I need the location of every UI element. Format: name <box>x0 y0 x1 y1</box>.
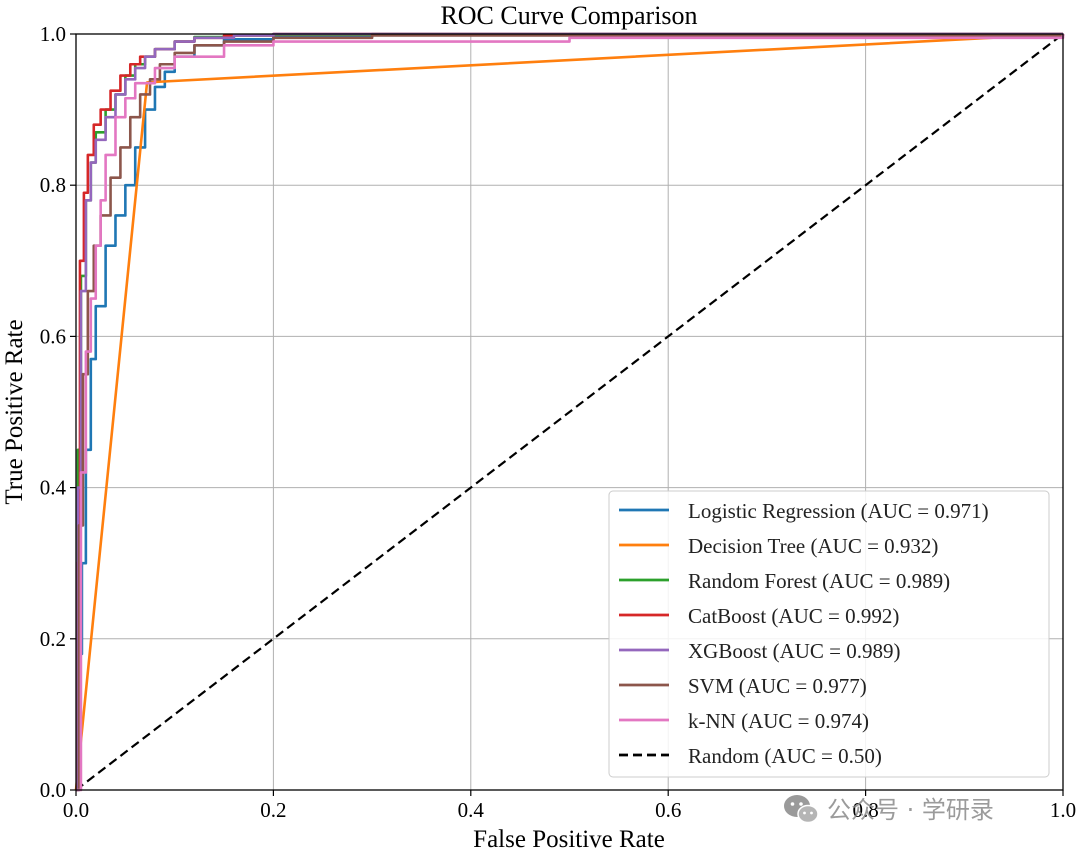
y-tick-label: 0.2 <box>40 627 66 651</box>
x-tick-label: 1.0 <box>1050 798 1076 822</box>
wechat-icon <box>784 795 819 824</box>
y-tick-label: 1.0 <box>40 22 66 46</box>
legend-entries: Logistic Regression (AUC = 0.971) Decisio… <box>619 499 989 768</box>
legend-label-7: Random (AUC = 0.50) <box>688 744 882 768</box>
series-line-4 <box>76 32 1063 792</box>
plot-frame <box>75 33 1064 791</box>
y-tick-label: 0.0 <box>40 778 66 802</box>
legend: Logistic Regression (AUC = 0.971) Decisio… <box>608 490 1050 778</box>
legend-label-4: XGBoost (AUC = 0.989) <box>688 639 901 663</box>
y-axis-label: True Positive Rate <box>1 319 28 504</box>
watermark-text: 公众号 · 学研录 <box>827 796 994 824</box>
series-line-7 <box>75 33 1064 791</box>
y-axis-ticks: 0.0 0.2 0.4 0.6 0.8 1.0 <box>40 22 76 802</box>
legend-box <box>608 490 1050 778</box>
x-axis-label: False Positive Rate <box>473 826 665 853</box>
y-tick-label: 0.6 <box>40 324 66 348</box>
x-tick-label: 0.4 <box>458 798 485 822</box>
diagonal-layer <box>75 33 1064 791</box>
x-axis-ticks: 0.0 0.2 0.4 0.6 0.8 1.0 <box>63 790 1076 822</box>
x-tick-label: 0.6 <box>655 798 681 822</box>
legend-label-6: k-NN (AUC = 0.974) <box>688 709 869 733</box>
x-tick-label: 0.2 <box>260 798 286 822</box>
x-tick-label: 0.0 <box>63 798 89 822</box>
y-tick-label: 0.8 <box>40 173 66 197</box>
legend-label-2: Random Forest (AUC = 0.989) <box>688 569 950 593</box>
series-line-6 <box>76 34 1065 792</box>
legend-label-5: SVM (AUC = 0.977) <box>688 674 867 698</box>
grid-lines <box>75 33 1064 791</box>
series-line-5 <box>76 34 1065 792</box>
legend-label-3: CatBoost (AUC = 0.992) <box>688 604 899 628</box>
watermark: 公众号 · 学研录 <box>784 795 994 824</box>
legend-label-0: Logistic Regression (AUC = 0.971) <box>688 499 989 523</box>
chart-title: ROC Curve Comparison <box>440 1 697 30</box>
x-tick-label: 0.8 <box>852 798 878 822</box>
y-tick-label: 0.4 <box>40 476 67 500</box>
legend-label-1: Decision Tree (AUC = 0.932) <box>688 534 938 558</box>
series-lines <box>74 32 1065 792</box>
